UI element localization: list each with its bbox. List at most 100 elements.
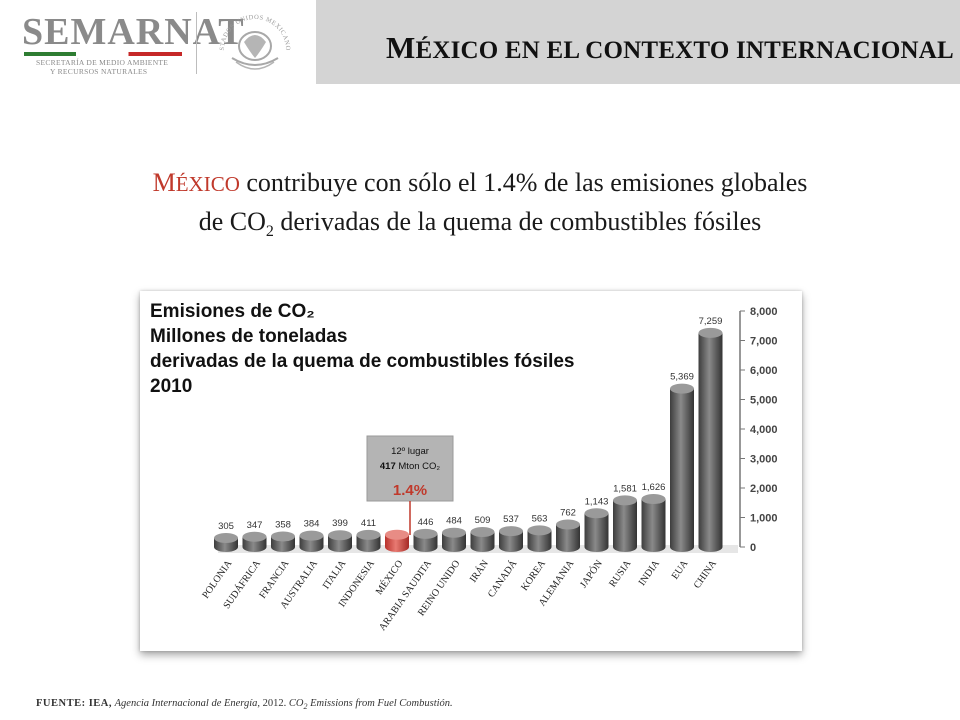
bar [670, 388, 694, 552]
source-footer: FUENTE: IEA, Agencia Internacional de En… [36, 698, 453, 711]
category-label: MÉXICO [373, 558, 405, 597]
bar [470, 531, 495, 552]
bar [584, 513, 609, 552]
bar-value-label: 762 [560, 508, 576, 519]
category-label: IRÁN [467, 558, 491, 585]
bar-value-label: 509 [475, 515, 491, 526]
source-year: 2012. [260, 698, 289, 709]
y-tick-label: 0 [750, 542, 756, 554]
bar-value-label: 446 [418, 517, 434, 528]
bar-value-label: 563 [532, 513, 548, 524]
bar-value-label: 1,626 [642, 482, 666, 493]
mexico-seal-icon: ESTADOS UNIDOS MEXICANOS [214, 6, 291, 70]
category-label: JAPÓN [577, 558, 605, 590]
bar-value-label: 384 [304, 519, 320, 530]
callout-amount: 417 Mton CO₂ [380, 461, 441, 472]
headline-line2-a: de CO [198, 207, 266, 236]
bar-value-label: 347 [247, 520, 263, 531]
bar [613, 500, 637, 552]
bar [442, 532, 466, 552]
bar [413, 533, 438, 552]
bar-value-label: 399 [332, 518, 348, 529]
headline-country: MÉXICO [153, 168, 240, 197]
chart-title-line-1: Emisiones de CO₂ [150, 301, 315, 322]
category-label: ARABIA SAUDITA [377, 558, 434, 633]
y-tick-label: 1,000 [750, 513, 778, 525]
callout-rank: 12º lugar [391, 446, 429, 457]
bar-value-label: 484 [446, 516, 462, 527]
category-label: CANADÁ [485, 557, 520, 600]
headline-country-rest: ÉXICO [175, 172, 240, 196]
logo-subtitle-line2: Y RECURSOS NATURALES [50, 67, 148, 76]
source-agency: Agencia Internacional de Energía, [114, 698, 261, 709]
category-label: ITALIA [321, 558, 349, 592]
bar [556, 524, 580, 552]
category-label: CHINA [692, 558, 720, 591]
page-title-rest: ÉXICO EN EL CONTEXTO INTERNACIONAL [415, 37, 954, 64]
headline-line2: de CO2 derivadas de la quema de combusti… [40, 203, 920, 251]
source-document: CO2 Emissions from Fuel Combustión. [288, 698, 453, 712]
logo-subtitle: SECRETARÍA DE MEDIO AMBIENTE Y RECURSOS … [36, 58, 168, 76]
bar-value-label: 7,259 [699, 316, 723, 327]
headline-line2-sub: 2 [265, 223, 274, 241]
logo-divider [196, 12, 197, 74]
y-tick-label: 8,000 [750, 306, 778, 318]
headline-line1: MÉXICO contribuye con sólo el 1.4% de la… [40, 164, 920, 203]
bar [698, 332, 723, 552]
bar-top [271, 531, 295, 542]
bar-top [214, 533, 238, 544]
bar [527, 530, 552, 552]
y-tick-label: 3,000 [750, 454, 778, 466]
bar-top [413, 528, 438, 539]
bar [641, 499, 666, 552]
bar-top [299, 530, 324, 541]
logo-color-bar [24, 52, 182, 56]
bar-top [584, 508, 609, 519]
bar-value-label: 1,581 [613, 483, 637, 494]
callout-amount-unit: Mton CO₂ [396, 461, 441, 472]
headline-country-initial: M [152, 168, 176, 197]
bar-top [527, 525, 552, 536]
headline: MÉXICO contribuye con sólo el 1.4% de la… [40, 164, 920, 251]
y-tick-label: 5,000 [750, 395, 778, 407]
chart-title: Emisiones de CO₂ Millones de toneladas d… [150, 301, 575, 397]
bar-top [242, 531, 267, 542]
bar-top [698, 327, 723, 338]
callout-box [366, 435, 454, 502]
bar-top [556, 519, 580, 530]
bar-top [641, 494, 666, 505]
callout-percent: 1.4% [393, 482, 427, 499]
mexico-callout: 12º lugar 417 Mton CO₂ 1.4% [366, 435, 454, 535]
callout-amount-value: 417 [380, 461, 396, 472]
headline-line2-b: derivadas de la quema de combustibles fó… [273, 207, 762, 236]
y-tick-label: 2,000 [750, 483, 778, 495]
page-title-initial: M [386, 30, 416, 65]
y-tick-label: 4,000 [750, 424, 778, 436]
chart-title-line-4: 2010 [150, 376, 192, 397]
bar-value-label: 1,143 [585, 496, 609, 507]
bar-value-label: 411 [361, 518, 376, 529]
category-label: KOREA [519, 558, 548, 593]
y-tick-label: 6,000 [750, 365, 778, 377]
emissions-chart-svg: Emisiones de CO₂ Millones de toneladas d… [150, 301, 778, 633]
bar-value-label: 358 [275, 519, 291, 530]
bar-value-label: 305 [218, 521, 234, 532]
y-tick-label: 7,000 [750, 336, 778, 348]
bar-value-label: 5,369 [670, 372, 694, 383]
bar-top [670, 383, 694, 394]
semarnat-logo-text: SEMARNAT [22, 11, 245, 53]
category-label: RUSIA [607, 558, 634, 590]
category-label: EUA [670, 558, 691, 582]
headline-line1-text: contribuye con sólo el 1.4% de las emisi… [239, 168, 808, 197]
bar-top [356, 529, 381, 540]
source-document-a: CO [288, 698, 304, 709]
bar-top [613, 495, 637, 506]
page-title: MÉXICO EN EL CONTEXTO INTERNACIONAL [386, 30, 954, 66]
bar-top [499, 526, 523, 537]
bar-top [442, 527, 466, 538]
source-document-sub: 2 [303, 702, 308, 712]
chart-title-line-2: Millones de toneladas [150, 326, 347, 347]
logo-subtitle-line1: SECRETARÍA DE MEDIO AMBIENTE [36, 58, 169, 67]
header-title-band: MÉXICO EN EL CONTEXTO INTERNACIONAL [316, 0, 960, 84]
bar-top [470, 526, 495, 537]
